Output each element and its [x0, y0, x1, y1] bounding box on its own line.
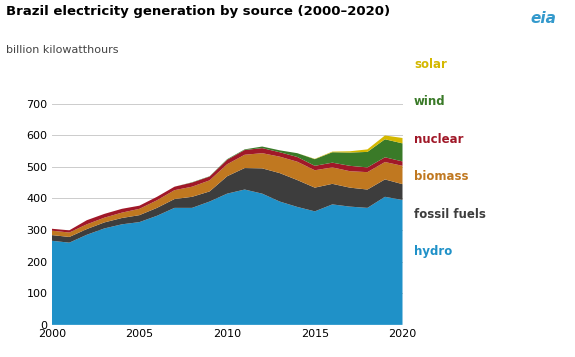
Text: wind: wind: [414, 95, 446, 108]
Text: fossil fuels: fossil fuels: [414, 208, 486, 221]
Text: billion kilowatthours: billion kilowatthours: [6, 45, 118, 55]
Text: eia: eia: [530, 11, 557, 26]
Text: Brazil electricity generation by source (2000–2020): Brazil electricity generation by source …: [6, 5, 390, 18]
Text: hydro: hydro: [414, 245, 453, 258]
Text: biomass: biomass: [414, 170, 469, 183]
Text: solar: solar: [414, 58, 447, 71]
Text: nuclear: nuclear: [414, 133, 463, 146]
